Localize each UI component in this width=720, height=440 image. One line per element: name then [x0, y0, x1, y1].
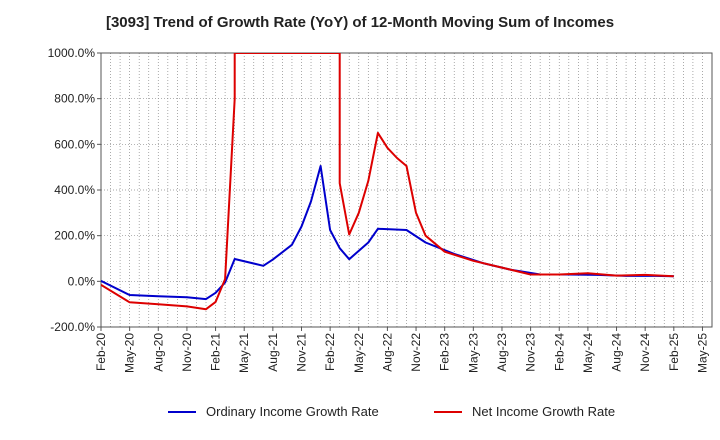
legend-item-net: Net Income Growth Rate: [434, 404, 615, 419]
x-tick-label: Nov-23: [524, 333, 538, 372]
x-tick-label: Feb-20: [94, 333, 108, 371]
y-tick-label: 1000.0%: [48, 46, 96, 60]
x-tick-label: May-23: [466, 333, 480, 373]
x-tick-label: Aug-21: [266, 333, 280, 372]
x-tick-label: Aug-22: [380, 333, 394, 372]
x-tick-label: Nov-21: [294, 333, 308, 372]
series-line-net-income: [101, 53, 674, 311]
legend-label-ordinary: Ordinary Income Growth Rate: [206, 404, 379, 419]
x-tick-label: Feb-21: [209, 333, 223, 371]
y-tick-label: 600.0%: [54, 137, 95, 151]
x-tick-label: Feb-25: [667, 333, 681, 371]
legend-swatch-net: [434, 410, 462, 413]
x-tick-label: Nov-20: [180, 333, 194, 372]
x-tick-label: May-24: [581, 333, 595, 373]
x-tick-label: Aug-24: [610, 333, 624, 372]
x-tick-label: Feb-23: [438, 333, 452, 371]
y-tick-label: 200.0%: [54, 229, 95, 243]
x-tick-label: Nov-24: [638, 333, 652, 372]
y-tick-label: 400.0%: [54, 183, 95, 197]
y-tick-label: 800.0%: [54, 92, 95, 106]
x-tick-label: Feb-22: [323, 333, 337, 371]
legend-item-ordinary: Ordinary Income Growth Rate: [168, 404, 379, 419]
x-tick-label: Aug-20: [151, 333, 165, 372]
y-tick-label: 0.0%: [68, 274, 96, 288]
x-tick-label: May-20: [123, 333, 137, 373]
y-tick-label: -200.0%: [50, 320, 95, 334]
x-tick-label: May-25: [695, 333, 709, 373]
chart-title: [3093] Trend of Growth Rate (YoY) of 12-…: [105, 14, 615, 31]
legend-label-net: Net Income Growth Rate: [472, 404, 616, 419]
legend-swatch-ordinary: [168, 410, 196, 413]
x-tick-label: May-21: [237, 333, 251, 373]
x-tick-label: May-22: [352, 333, 366, 373]
x-tick-label: Aug-23: [495, 333, 509, 372]
x-tick-label: Nov-22: [409, 333, 423, 372]
x-tick-label: Feb-24: [552, 333, 566, 371]
